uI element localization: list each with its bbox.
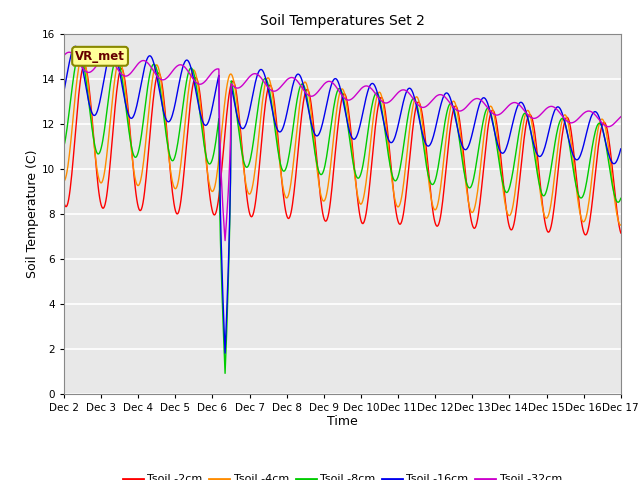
Text: VR_met: VR_met bbox=[75, 50, 125, 63]
Line: Tsoil -32cm: Tsoil -32cm bbox=[64, 52, 621, 240]
Tsoil -2cm bbox=[214, 199, 222, 205]
Tsoil -2cm bbox=[128, 152, 136, 158]
Tsoil -2cm bbox=[70, 146, 78, 152]
Tsoil -2cm bbox=[60, 200, 68, 205]
Tsoil -4cm bbox=[70, 105, 78, 110]
Tsoil -32cm bbox=[428, 98, 436, 104]
Legend: Tsoil -2cm, Tsoil -4cm, Tsoil -8cm, Tsoil -16cm, Tsoil -32cm: Tsoil -2cm, Tsoil -4cm, Tsoil -8cm, Tsoi… bbox=[118, 470, 566, 480]
Tsoil -4cm bbox=[411, 96, 419, 102]
Tsoil -32cm bbox=[412, 99, 419, 105]
Tsoil -16cm bbox=[70, 44, 78, 50]
Tsoil -8cm bbox=[221, 371, 229, 376]
Tsoil -16cm bbox=[428, 138, 436, 144]
Tsoil -2cm bbox=[428, 194, 435, 200]
Tsoil -4cm bbox=[428, 195, 435, 201]
Tsoil -4cm bbox=[128, 155, 136, 160]
Line: Tsoil -16cm: Tsoil -16cm bbox=[64, 46, 621, 353]
X-axis label: Time: Time bbox=[327, 415, 358, 429]
Tsoil -16cm bbox=[214, 76, 222, 82]
Title: Soil Temperatures Set 2: Soil Temperatures Set 2 bbox=[260, 14, 425, 28]
Tsoil -32cm bbox=[71, 53, 79, 59]
Line: Tsoil -4cm: Tsoil -4cm bbox=[64, 57, 621, 225]
Tsoil -8cm bbox=[185, 69, 193, 74]
Tsoil -2cm bbox=[185, 117, 193, 122]
Tsoil -16cm bbox=[60, 88, 68, 94]
Tsoil -16cm bbox=[617, 146, 625, 152]
Tsoil -4cm bbox=[214, 162, 222, 168]
Tsoil -32cm bbox=[128, 69, 136, 74]
Tsoil -2cm bbox=[80, 63, 88, 69]
Tsoil -32cm bbox=[214, 66, 222, 72]
Y-axis label: Soil Temperature (C): Soil Temperature (C) bbox=[26, 149, 39, 278]
Tsoil -2cm bbox=[617, 230, 625, 236]
Tsoil -2cm bbox=[411, 111, 419, 117]
Tsoil -8cm bbox=[76, 50, 83, 56]
Tsoil -8cm bbox=[617, 195, 625, 201]
Tsoil -8cm bbox=[70, 71, 78, 76]
Tsoil -8cm bbox=[428, 181, 436, 187]
Tsoil -16cm bbox=[72, 43, 79, 49]
Tsoil -4cm bbox=[185, 86, 193, 92]
Tsoil -8cm bbox=[60, 143, 68, 149]
Tsoil -4cm bbox=[60, 178, 68, 184]
Tsoil -32cm bbox=[60, 52, 68, 58]
Line: Tsoil -8cm: Tsoil -8cm bbox=[64, 53, 621, 373]
Tsoil -16cm bbox=[185, 59, 193, 65]
Tsoil -8cm bbox=[412, 98, 419, 104]
Tsoil -32cm bbox=[221, 238, 229, 243]
Tsoil -2cm bbox=[582, 232, 590, 238]
Tsoil -8cm bbox=[214, 122, 222, 128]
Tsoil -16cm bbox=[412, 99, 419, 105]
Tsoil -4cm bbox=[617, 222, 625, 228]
Line: Tsoil -2cm: Tsoil -2cm bbox=[64, 66, 621, 235]
Tsoil -32cm bbox=[185, 69, 193, 75]
Tsoil -16cm bbox=[221, 350, 229, 356]
Tsoil -8cm bbox=[128, 147, 136, 153]
Tsoil -16cm bbox=[128, 115, 136, 121]
Tsoil -32cm bbox=[65, 49, 73, 55]
Tsoil -4cm bbox=[79, 54, 86, 60]
Tsoil -32cm bbox=[617, 114, 625, 120]
